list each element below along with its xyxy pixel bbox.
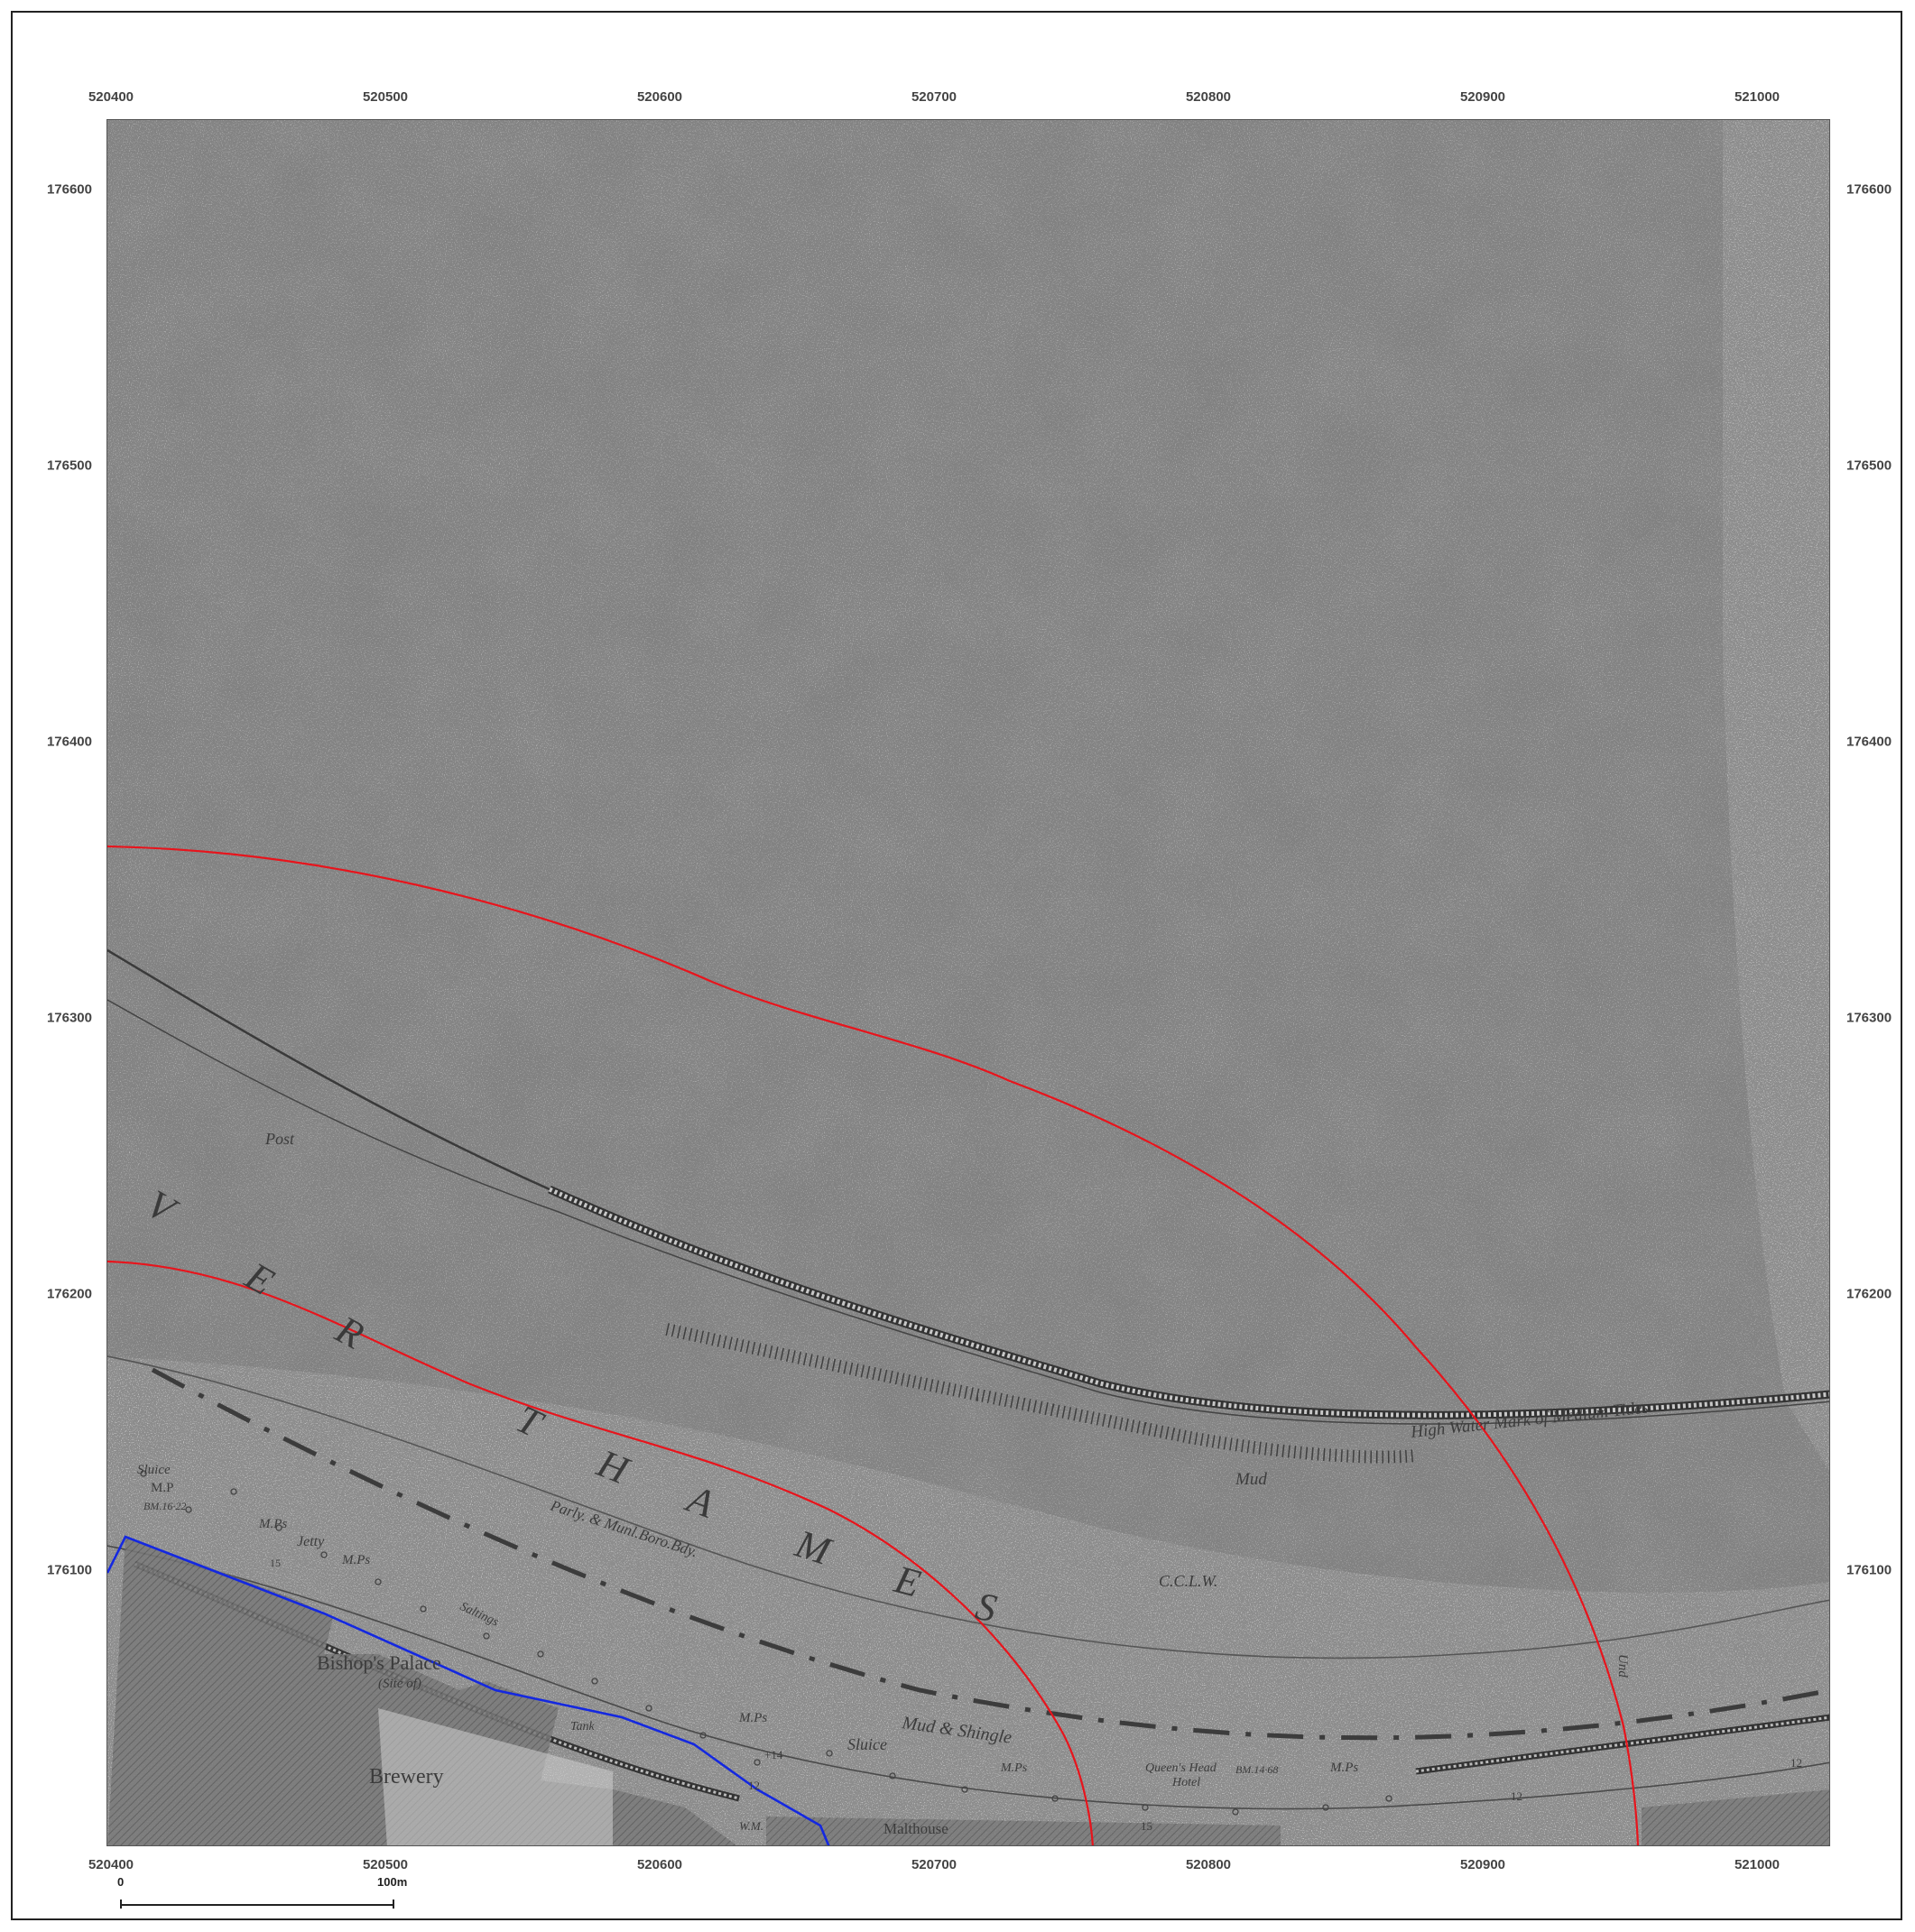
label-15-b: 15 [1141,1819,1152,1833]
x-tick-top-520800: 520800 [1185,89,1232,105]
label-14: +14 [764,1748,783,1761]
blue-site-boundary[interactable] [107,1535,830,1846]
x-tick-top-520700: 520700 [911,89,958,105]
cclw-boundary-line [151,1367,1829,1741]
riprap-hatching [665,1323,1417,1464]
red-boundary-inner[interactable] [107,1260,1094,1846]
y-tick-right-176600: 176600 [1846,181,1892,198]
saltings-symbols [140,1470,1392,1816]
label-mps-3: M.Ps [738,1711,767,1725]
x-tick-bottom-520700: 520700 [911,1857,958,1872]
x-tick-bottom-520600: 520600 [636,1857,683,1872]
label-tank: Tank [570,1720,596,1733]
label-12-a: 12 [748,1779,760,1792]
paper-speckle [107,120,1829,1845]
label-mp: M.P [151,1481,173,1495]
label-brewery: Brewery [369,1765,444,1789]
malthouse-buildings [766,1816,1281,1845]
red-boundary-outer[interactable] [107,845,1640,1846]
x-tick-top-520600: 520600 [636,89,683,105]
scale-bar-graphic [120,1900,394,1909]
label-post: Post [264,1130,295,1148]
label-mud: Mud [1235,1470,1267,1489]
label-12-c: 12 [1790,1756,1802,1770]
x-tick-bottom-521000: 521000 [1734,1857,1781,1872]
y-tick-right-176400: 176400 [1846,734,1892,750]
y-tick-left-176200: 176200 [46,1286,92,1302]
label-mps-4: M.Ps [1000,1761,1028,1775]
label-15-a: 15 [270,1557,281,1569]
label-site-of: (Site of) [378,1677,421,1691]
scale-end-label: 100m [377,1875,408,1889]
embankment-line-lower [107,999,1829,1425]
label-jetty: Jetty [297,1534,325,1549]
label-bm-right: BM.14·68 [1235,1763,1278,1776]
y-tick-left-176100: 176100 [46,1562,92,1578]
label-mps-1: M.Ps [258,1517,287,1531]
y-tick-left-176300: 176300 [46,1010,92,1026]
quay-track-inner [1415,1715,1829,1773]
label-wm: W.M. [739,1819,763,1833]
scale-start-label: 0 [117,1875,125,1889]
y-tick-left-176500: 176500 [46,458,92,474]
label-12-b: 12 [1511,1789,1522,1803]
label-sluice-mid: Sluice [847,1735,887,1753]
label-bishops-palace: Bishop's Palace [317,1651,441,1674]
label-malthouse: Malthouse [883,1820,948,1837]
buildings-block [107,1537,737,1845]
y-tick-right-176100: 176100 [1846,1562,1892,1578]
label-bm-left: BM.16·22 [143,1500,186,1512]
map-frame [11,11,1902,1920]
label-mps-5: M.Ps [1329,1761,1358,1775]
scale-bar [119,1890,399,1912]
label-queens-head: Queen's Head [1145,1761,1217,1775]
x-tick-top-521000: 521000 [1734,89,1781,105]
y-tick-left-176400: 176400 [46,734,92,750]
y-tick-right-176500: 176500 [1846,458,1892,474]
x-tick-top-520900: 520900 [1459,89,1506,105]
x-tick-bottom-520900: 520900 [1459,1857,1506,1872]
x-tick-top-520500: 520500 [362,89,409,105]
river-wall-inner [548,1187,1829,1418]
x-tick-bottom-520800: 520800 [1185,1857,1232,1872]
label-mps-2: M.Ps [341,1553,370,1567]
label-sluice-left: Sluice [137,1463,171,1477]
map-canvas[interactable]: V E R T H A M E S Post High Water Mark o… [106,119,1830,1846]
x-tick-top-520400: 520400 [88,89,134,105]
label-cclw: C.C.L.W. [1159,1572,1217,1590]
east-buildings [1642,1789,1829,1845]
label-hotel: Hotel [1171,1776,1200,1789]
x-tick-bottom-520500: 520500 [362,1857,409,1872]
label-und: Und [1615,1654,1630,1678]
historic-map-svg: V E R T H A M E S Post High Water Mark o… [107,120,1829,1846]
brewery-yard [378,1708,613,1845]
shoreline-line [107,1545,1829,1810]
x-tick-bottom-520400: 520400 [88,1857,134,1872]
y-tick-left-176600: 176600 [46,181,92,198]
y-tick-right-176200: 176200 [1846,1286,1892,1302]
y-tick-right-176300: 176300 [1846,1010,1892,1026]
